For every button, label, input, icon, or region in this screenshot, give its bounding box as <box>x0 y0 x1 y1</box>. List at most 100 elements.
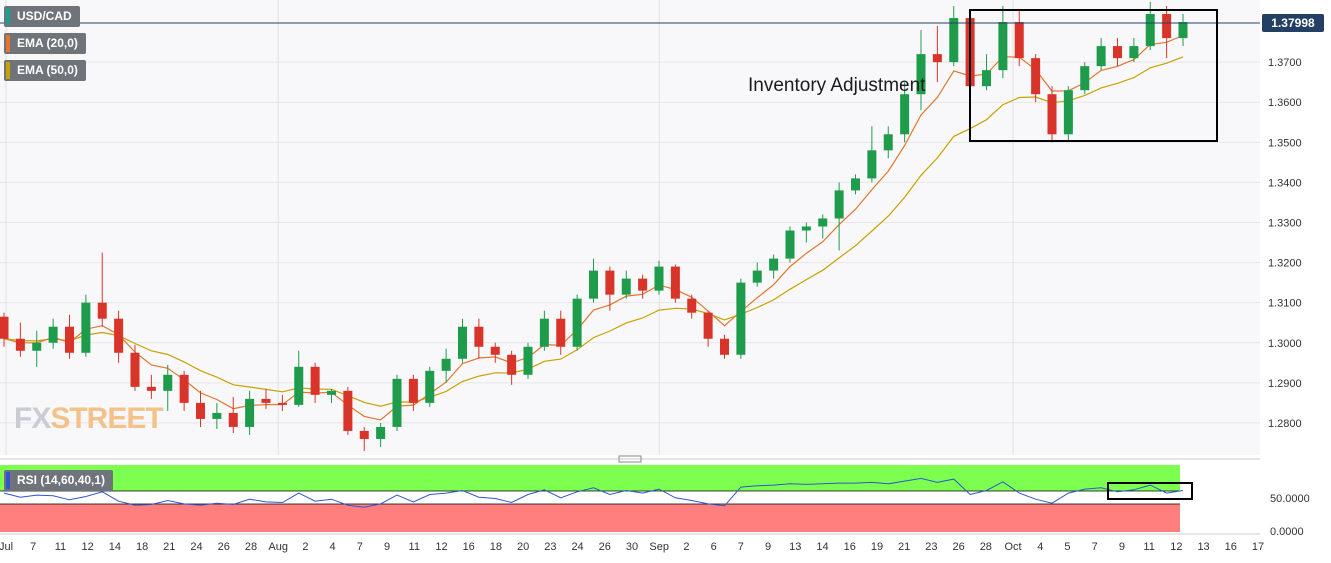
time-tick-label: 23 <box>925 541 937 553</box>
time-tick-label: 12 <box>82 541 94 553</box>
time-tick-label: 6 <box>711 541 717 553</box>
time-tick-label: 28 <box>980 541 992 553</box>
candle-body <box>343 390 353 431</box>
candle-body <box>15 338 25 351</box>
rsi-chip[interactable]: RSI (14,60,40,1) <box>4 470 114 491</box>
time-tick-label: 24 <box>190 541 202 553</box>
grid-layer <box>0 0 1260 455</box>
time-tick-label: 19 <box>871 541 883 553</box>
time-tick-label: 7 <box>1092 541 1098 553</box>
candle-body <box>326 390 337 395</box>
candle-body <box>245 398 255 427</box>
time-tick-label: 14 <box>109 541 121 553</box>
candle-body <box>163 374 173 391</box>
time-tick-label: 5 <box>1064 541 1070 553</box>
time-tick-label: 21 <box>163 541 175 553</box>
time-tick-label: 13 <box>789 541 801 553</box>
ema-20-chip[interactable]: EMA (20,0) <box>4 33 86 54</box>
candle-body <box>981 70 992 87</box>
time-tick-label: Aug <box>268 541 288 553</box>
time-tick-label: 11 <box>1143 541 1154 553</box>
candle-body <box>932 54 942 63</box>
candle-body <box>523 346 533 375</box>
candle-body <box>294 366 304 405</box>
candle-body <box>359 430 369 439</box>
price-tick-label: 1.3400 <box>1268 177 1302 189</box>
time-tick-label: 14 <box>816 541 828 553</box>
ema-50-chip[interactable]: EMA (50,0) <box>4 60 86 81</box>
price-pane-background <box>0 0 1260 455</box>
candle-body <box>539 318 549 347</box>
pane-resize-handle[interactable] <box>618 455 642 463</box>
candle-body <box>605 270 615 295</box>
candle-body <box>1031 58 1041 95</box>
candle-body <box>916 54 926 95</box>
rsi-highlight-box <box>1107 482 1193 500</box>
price-tick-label: 1.3300 <box>1268 217 1302 229</box>
candle-body <box>719 338 730 355</box>
time-tick-label: 18 <box>490 541 502 553</box>
candle-body <box>195 402 206 419</box>
candle-body <box>949 18 959 63</box>
candle-body <box>1112 46 1123 59</box>
candle-body <box>769 258 779 271</box>
rsi-line <box>3 477 1184 508</box>
candle-body <box>556 318 566 347</box>
candle-body <box>1096 46 1106 67</box>
candle-body <box>310 366 320 395</box>
candle-body <box>1063 90 1073 135</box>
rsi-upper-zone <box>0 465 1180 491</box>
price-tick-label: 1.3500 <box>1268 137 1302 149</box>
time-tick-label: 26 <box>952 541 964 553</box>
time-tick-label: Jul <box>0 541 13 553</box>
candle-body <box>654 266 664 291</box>
last-price-tag: 1.37998 <box>1262 14 1324 32</box>
price-tick-label: 1.2900 <box>1268 378 1302 390</box>
candle-body <box>867 150 877 179</box>
chart-annotation: Inventory Adjustment <box>748 75 926 96</box>
candle-body <box>785 230 795 259</box>
candle-body <box>457 326 468 359</box>
price-tick-label: 1.3100 <box>1268 298 1302 310</box>
candle-body <box>703 312 713 339</box>
rsi-mid-zone <box>0 491 1180 504</box>
time-tick-label: 12 <box>435 541 447 553</box>
candle-body <box>0 316 9 339</box>
rsi-lower-zone <box>0 504 1180 532</box>
candle-body <box>1129 46 1139 59</box>
rsi-level-label: 50.0000 <box>1270 493 1310 505</box>
time-tick-label: 13 <box>1197 541 1209 553</box>
candle-body <box>81 302 91 353</box>
price-tick-label: 1.3700 <box>1268 57 1302 69</box>
time-tick-label: 17 <box>1252 541 1264 553</box>
ema-50-line <box>3 56 1184 407</box>
time-tick-label: 12 <box>1170 541 1182 553</box>
candle-body <box>228 412 238 427</box>
candle-body <box>1162 14 1172 39</box>
ema-20-label: EMA (20,0) <box>17 36 78 50</box>
time-tick-label: 30 <box>626 541 638 553</box>
symbol-chip[interactable]: USD/CAD <box>4 6 80 27</box>
candle-body <box>1178 22 1188 39</box>
time-tick-label: 16 <box>1225 541 1237 553</box>
candle-body <box>425 370 435 403</box>
candle-body <box>179 374 189 403</box>
candle-body <box>146 386 156 391</box>
time-tick-label: 23 <box>544 541 556 553</box>
time-tick-label: 21 <box>898 541 910 553</box>
candle-body <box>736 282 746 355</box>
candle-body <box>1145 14 1155 47</box>
time-tick-label: 28 <box>245 541 257 553</box>
candle-body <box>687 298 697 313</box>
candle-body <box>130 352 140 387</box>
time-tick-label: 9 <box>384 541 390 553</box>
candle-body <box>621 278 631 295</box>
candle-body <box>900 94 910 135</box>
price-axis: 1.3700 1.3600 1.3500 1.3400 1.3300 1.3200 1.31… <box>1268 57 1302 430</box>
candle-body <box>588 270 599 299</box>
time-tick-label: 16 <box>844 541 856 553</box>
time-tick-label: 11 <box>55 541 66 553</box>
time-tick-label: 16 <box>463 541 475 553</box>
price-axis-background <box>1260 0 1331 455</box>
